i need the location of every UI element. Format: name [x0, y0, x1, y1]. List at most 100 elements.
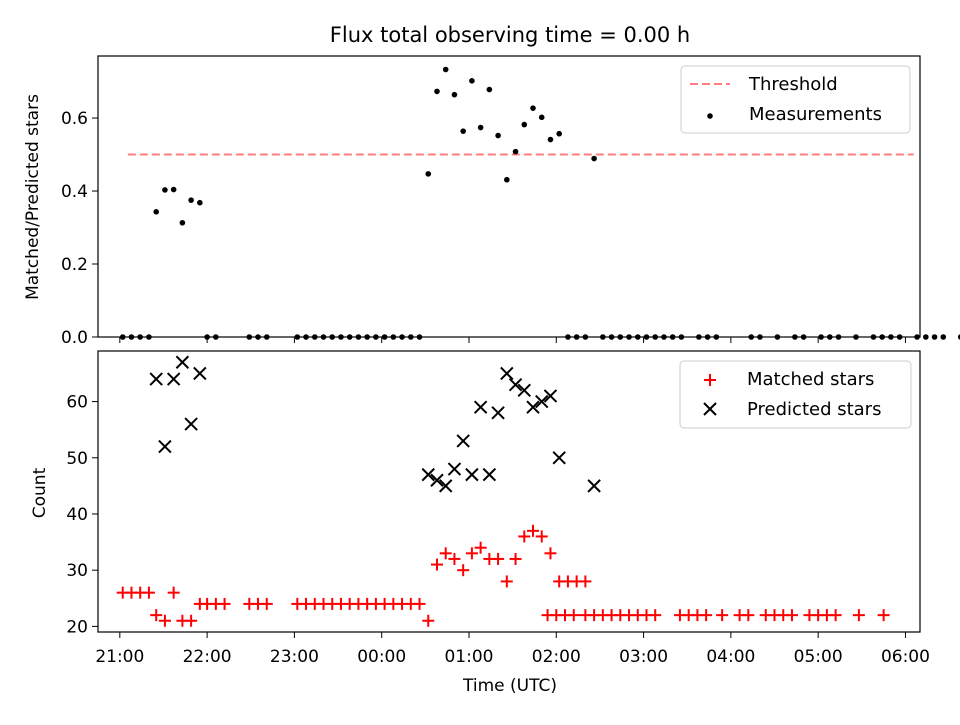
predicted-star-point	[508, 378, 523, 392]
measurement-point	[477, 124, 484, 131]
predicted-star-point	[193, 366, 207, 381]
predicted-star-point	[447, 462, 462, 476]
matched-star-point	[492, 552, 505, 565]
ratio-y-tick-label: 0.6	[61, 109, 88, 129]
matched-star-point	[877, 609, 890, 622]
predicted-star-stroke-b	[465, 467, 479, 482]
predicted-star-stroke-b	[552, 451, 566, 465]
count-legend: Matched stars Predicted stars	[679, 360, 912, 429]
matched-star-point	[150, 609, 163, 622]
count-plot: 20 30 40 50 60 21:00 22:00 23:00 00:00 01:00 02:00…	[66, 355, 930, 667]
matched-star-point	[544, 547, 557, 560]
count-x-tick-label: 01:00	[444, 647, 493, 667]
matched-star-point	[457, 564, 470, 577]
predicted-star-point	[158, 439, 172, 454]
measurement-point	[530, 105, 536, 111]
matched-star-point	[448, 552, 461, 565]
measurement-point	[591, 155, 597, 162]
predicted-star-stroke-b	[587, 479, 601, 493]
measurement-point	[495, 132, 501, 139]
count-x-tick-label: 23:00	[270, 647, 319, 667]
measurement-point	[486, 86, 493, 93]
measurement-point	[469, 78, 475, 84]
predicted-star-stroke-b	[193, 366, 207, 381]
measurement-point	[179, 219, 186, 226]
matched-star-point	[413, 597, 426, 610]
predicted-star-stroke-b	[491, 406, 505, 420]
ratio-legend-box	[680, 65, 911, 134]
x-axis-label: Time (UTC)	[462, 676, 557, 696]
predicted-star-point	[543, 389, 558, 403]
matched-star-point	[185, 614, 198, 627]
predicted-star-point	[491, 406, 505, 420]
predicted-star-stroke-b	[473, 400, 488, 414]
predicted-star-stroke-b	[543, 389, 558, 403]
measurement-point	[538, 114, 545, 121]
matched-star-point	[579, 575, 592, 588]
count-x-tick-label: 02:00	[532, 647, 581, 667]
count-x-tick-label: 03:00	[619, 647, 668, 667]
ratio-plot-frame	[97, 55, 921, 338]
measurement-point	[451, 91, 458, 98]
measurements-legend-swatch	[707, 113, 713, 119]
matched-star-point	[158, 614, 171, 627]
measurement-point	[512, 148, 519, 155]
predicted-star-stroke-b	[535, 394, 549, 409]
predicted-star-stroke-b	[421, 467, 435, 482]
matched-star-point	[700, 609, 713, 622]
measurement-point	[442, 66, 449, 73]
predicted-star-point	[473, 400, 488, 414]
count-legend-box	[679, 360, 912, 429]
measurement-point	[434, 88, 440, 95]
predicted-star-point	[526, 400, 540, 414]
measurement-point	[197, 199, 203, 206]
matched-star-point	[167, 586, 180, 599]
matched-star-point	[260, 597, 273, 610]
threshold-legend-label: Threshold	[748, 74, 838, 95]
predicted-star-point	[482, 467, 497, 482]
matched-star-point	[852, 609, 865, 622]
matched-star-point	[527, 524, 540, 537]
predicted-star-stroke-b	[508, 378, 523, 392]
count-x-tick-label: 00:00	[357, 647, 406, 667]
matched-star-point	[430, 558, 443, 571]
ratio-legend: Threshold Measurements	[680, 65, 911, 134]
matched-star-point	[785, 609, 798, 622]
predicted-star-point	[439, 479, 453, 493]
measurement-point	[153, 209, 159, 215]
predicted-star-point	[587, 479, 601, 493]
count-y-tick-label: 50	[66, 449, 88, 469]
measurement-point	[923, 334, 929, 340]
measurement-point	[188, 197, 194, 203]
ratio-y-axis-label: Matched/Predicted stars	[23, 94, 43, 300]
predicted-star-stroke-b	[184, 417, 198, 431]
matched-star-point	[716, 609, 729, 622]
predicted-star-stroke-b	[526, 400, 540, 414]
predicted-star-stroke-b	[158, 439, 172, 454]
count-x-tick-label: 05:00	[794, 647, 843, 667]
predicted-star-point	[535, 394, 549, 409]
ratio-y-tick-label: 0.4	[61, 182, 88, 202]
matched-star-point	[649, 609, 662, 622]
matched-star-point	[474, 541, 487, 554]
predicted-star-point	[166, 372, 181, 386]
predicted-legend-swatch	[703, 402, 717, 416]
measurement-point	[504, 176, 510, 183]
measurement-point	[170, 186, 177, 193]
ratio-y-tick-label: 0.0	[61, 328, 88, 348]
chart-title: Flux total observing time = 0.00 h	[330, 23, 690, 47]
predicted-star-point	[175, 355, 190, 369]
count-y-tick-label: 30	[66, 561, 88, 581]
predicted-star-point	[552, 451, 566, 465]
count-x-tick-label: 06:00	[881, 647, 930, 667]
predicted-legend-label: Predicted stars	[747, 399, 881, 420]
matched-legend-label: Matched stars	[747, 369, 874, 390]
count-y-axis-label: Count	[30, 467, 50, 518]
predicted-star-stroke-b	[430, 473, 444, 487]
predicted-star-point	[421, 467, 435, 482]
measurement-point	[547, 136, 554, 143]
matched-star-point	[422, 614, 435, 627]
count-x-tick-label: 21:00	[95, 647, 144, 667]
predicted-star-point	[517, 383, 531, 398]
